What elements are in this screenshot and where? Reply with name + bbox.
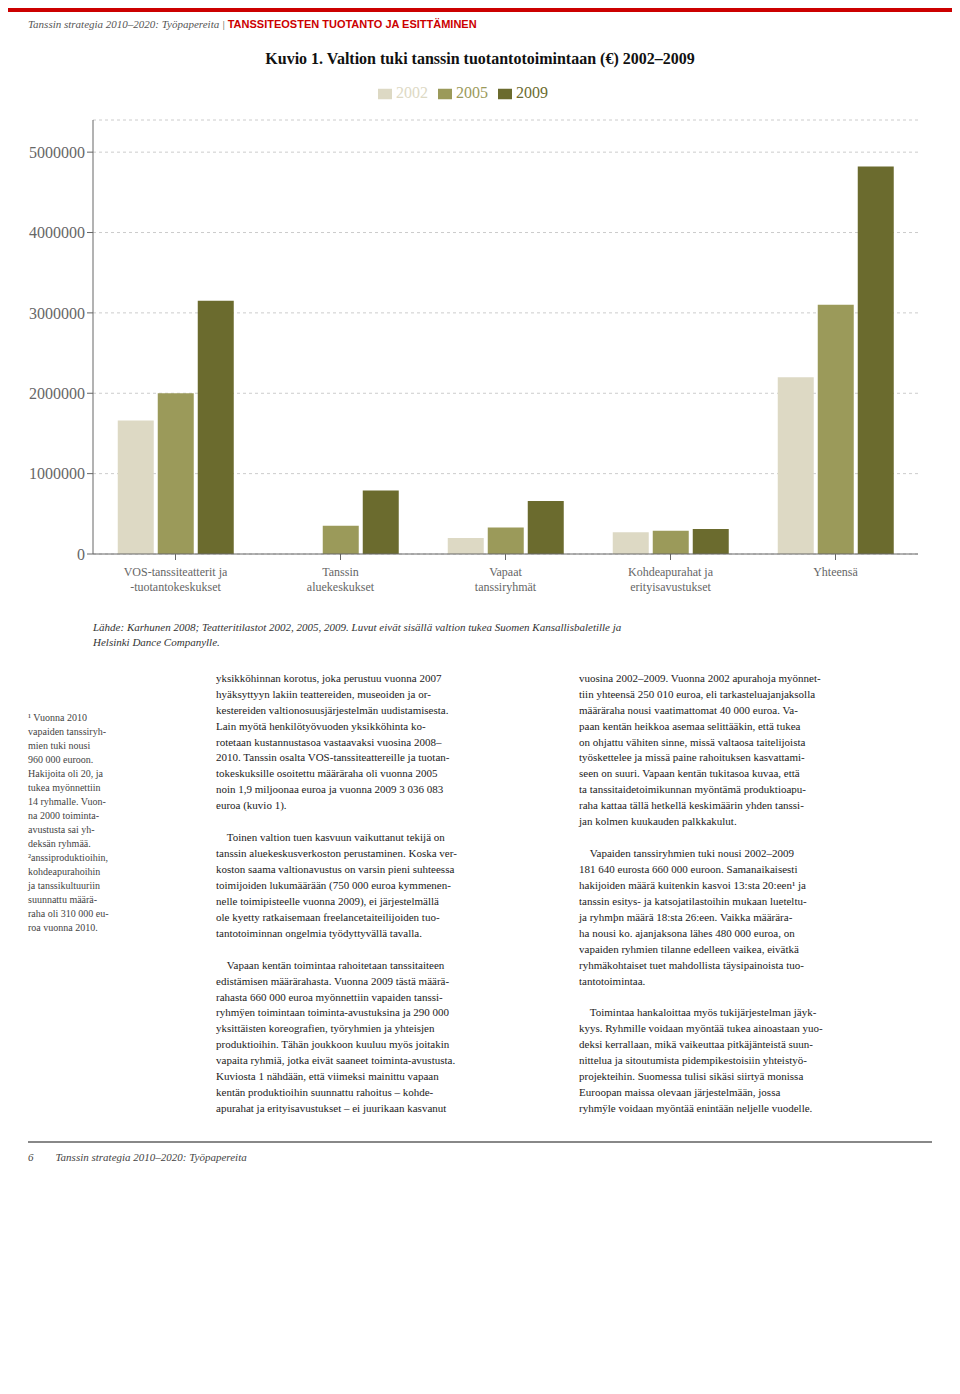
svg-text:Tanssinaluekeskukset: Tanssinaluekeskukset xyxy=(307,565,375,594)
html-text:Lähde: Karhunen 2008; Teatteri: Lähde: Karhunen 2008; Teatteritilastot 2… xyxy=(93,621,622,649)
svg-text:Vapaattanssiryhmät: Vapaattanssiryhmät xyxy=(475,565,537,594)
html-text:vuosina 2002–2009. Vuonna 2002: vuosina 2002–2009. Vuonna 2002 apurahoja… xyxy=(579,671,823,1115)
html-text:yksikköhinnan korotus, joka pe: yksikköhinnan korotus, joka perustuu vuo… xyxy=(216,671,457,1115)
svg-text:VOS-tanssiteatterit ja-tuotant: VOS-tanssiteatterit ja-tuotantokeskukset xyxy=(124,565,228,594)
html-text:Kuvio 1. Valtion tuki tanssin: Kuvio 1. Valtion tuki tanssin tuotantoto… xyxy=(265,50,695,67)
html-text:Tanssin strategia 2010–2020: T: Tanssin strategia 2010–2020: Työpapereit… xyxy=(28,18,477,30)
svg-text:Kohdeapurahat jaerityisavustuk: Kohdeapurahat jaerityisavustukset xyxy=(628,565,714,594)
html-text:2009: 2009 xyxy=(516,84,548,101)
svg-text:5000000: 5000000 xyxy=(29,144,85,161)
svg-text:0: 0 xyxy=(77,546,85,563)
html-text:2005: 2005 xyxy=(456,84,488,101)
html-text:2002: 2002 xyxy=(396,84,428,101)
html-text:6 Tanssin strategia 2010–2020:: 6 Tanssin strategia 2010–2020: Työpapere… xyxy=(28,1151,247,1163)
html-text:¹ Vuonna 2010 vapaiden tanssir: ¹ Vuonna 2010 vapaiden tanssiryh- mien t… xyxy=(28,711,109,933)
svg-text:2000000: 2000000 xyxy=(29,385,85,402)
svg-text:Yhteensä: Yhteensä xyxy=(813,565,858,579)
svg-text:1000000: 1000000 xyxy=(29,465,85,482)
svg-text:4000000: 4000000 xyxy=(29,224,85,241)
svg-text:3000000: 3000000 xyxy=(29,305,85,322)
